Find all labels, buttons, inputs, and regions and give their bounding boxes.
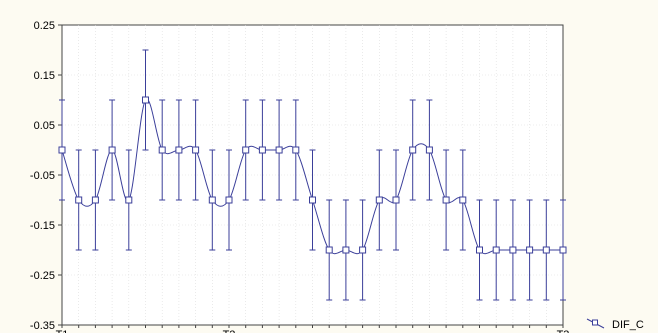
data-point — [275, 146, 283, 154]
data-point — [208, 196, 216, 204]
data-point — [58, 146, 66, 154]
data-point — [559, 246, 567, 254]
data-point — [242, 146, 250, 154]
data-point — [459, 196, 467, 204]
data-point — [108, 146, 116, 154]
y-tick-label: 0.15 — [34, 70, 55, 82]
data-point — [142, 96, 149, 104]
data-point — [91, 196, 99, 204]
data-point — [75, 196, 83, 204]
data-point — [359, 246, 367, 254]
y-tick-label: 0.05 — [34, 120, 55, 132]
y-tick-label: -0.25 — [30, 270, 55, 282]
data-point — [225, 196, 233, 204]
x-tick-label: T3 — [557, 329, 570, 333]
data-point — [258, 146, 266, 154]
data-point — [425, 146, 433, 154]
data-point — [292, 146, 300, 154]
y-tick-label: -0.15 — [30, 220, 55, 232]
data-point — [492, 246, 500, 254]
x-axis: T1 T2 T3 — [56, 325, 570, 333]
data-point — [542, 246, 550, 254]
y-axis: 0.25 0.15 0.05 -0.05 -0.15 -0.25 -0.35 — [30, 20, 62, 332]
legend-label: DIF_C — [612, 319, 644, 331]
data-point — [125, 196, 133, 204]
data-point — [342, 246, 350, 254]
data-point — [375, 196, 383, 204]
data-point — [309, 196, 316, 204]
y-tick-label: -0.05 — [30, 170, 55, 182]
data-point — [409, 146, 417, 154]
legend: DIF_C — [586, 318, 644, 331]
data-point — [192, 146, 200, 154]
data-point — [509, 246, 517, 254]
data-point — [325, 246, 333, 254]
x-tick-label: T2 — [223, 329, 236, 333]
data-points — [58, 96, 567, 254]
data-point — [442, 196, 450, 204]
data-point — [175, 146, 183, 154]
y-tick-label: -0.35 — [30, 320, 55, 332]
data-point — [158, 146, 166, 154]
legend-marker — [592, 319, 598, 326]
data-point — [476, 246, 483, 254]
x-tick-label: T1 — [56, 329, 69, 333]
data-point — [392, 196, 400, 204]
data-point — [526, 246, 534, 254]
y-tick-label: 0.25 — [34, 20, 55, 32]
